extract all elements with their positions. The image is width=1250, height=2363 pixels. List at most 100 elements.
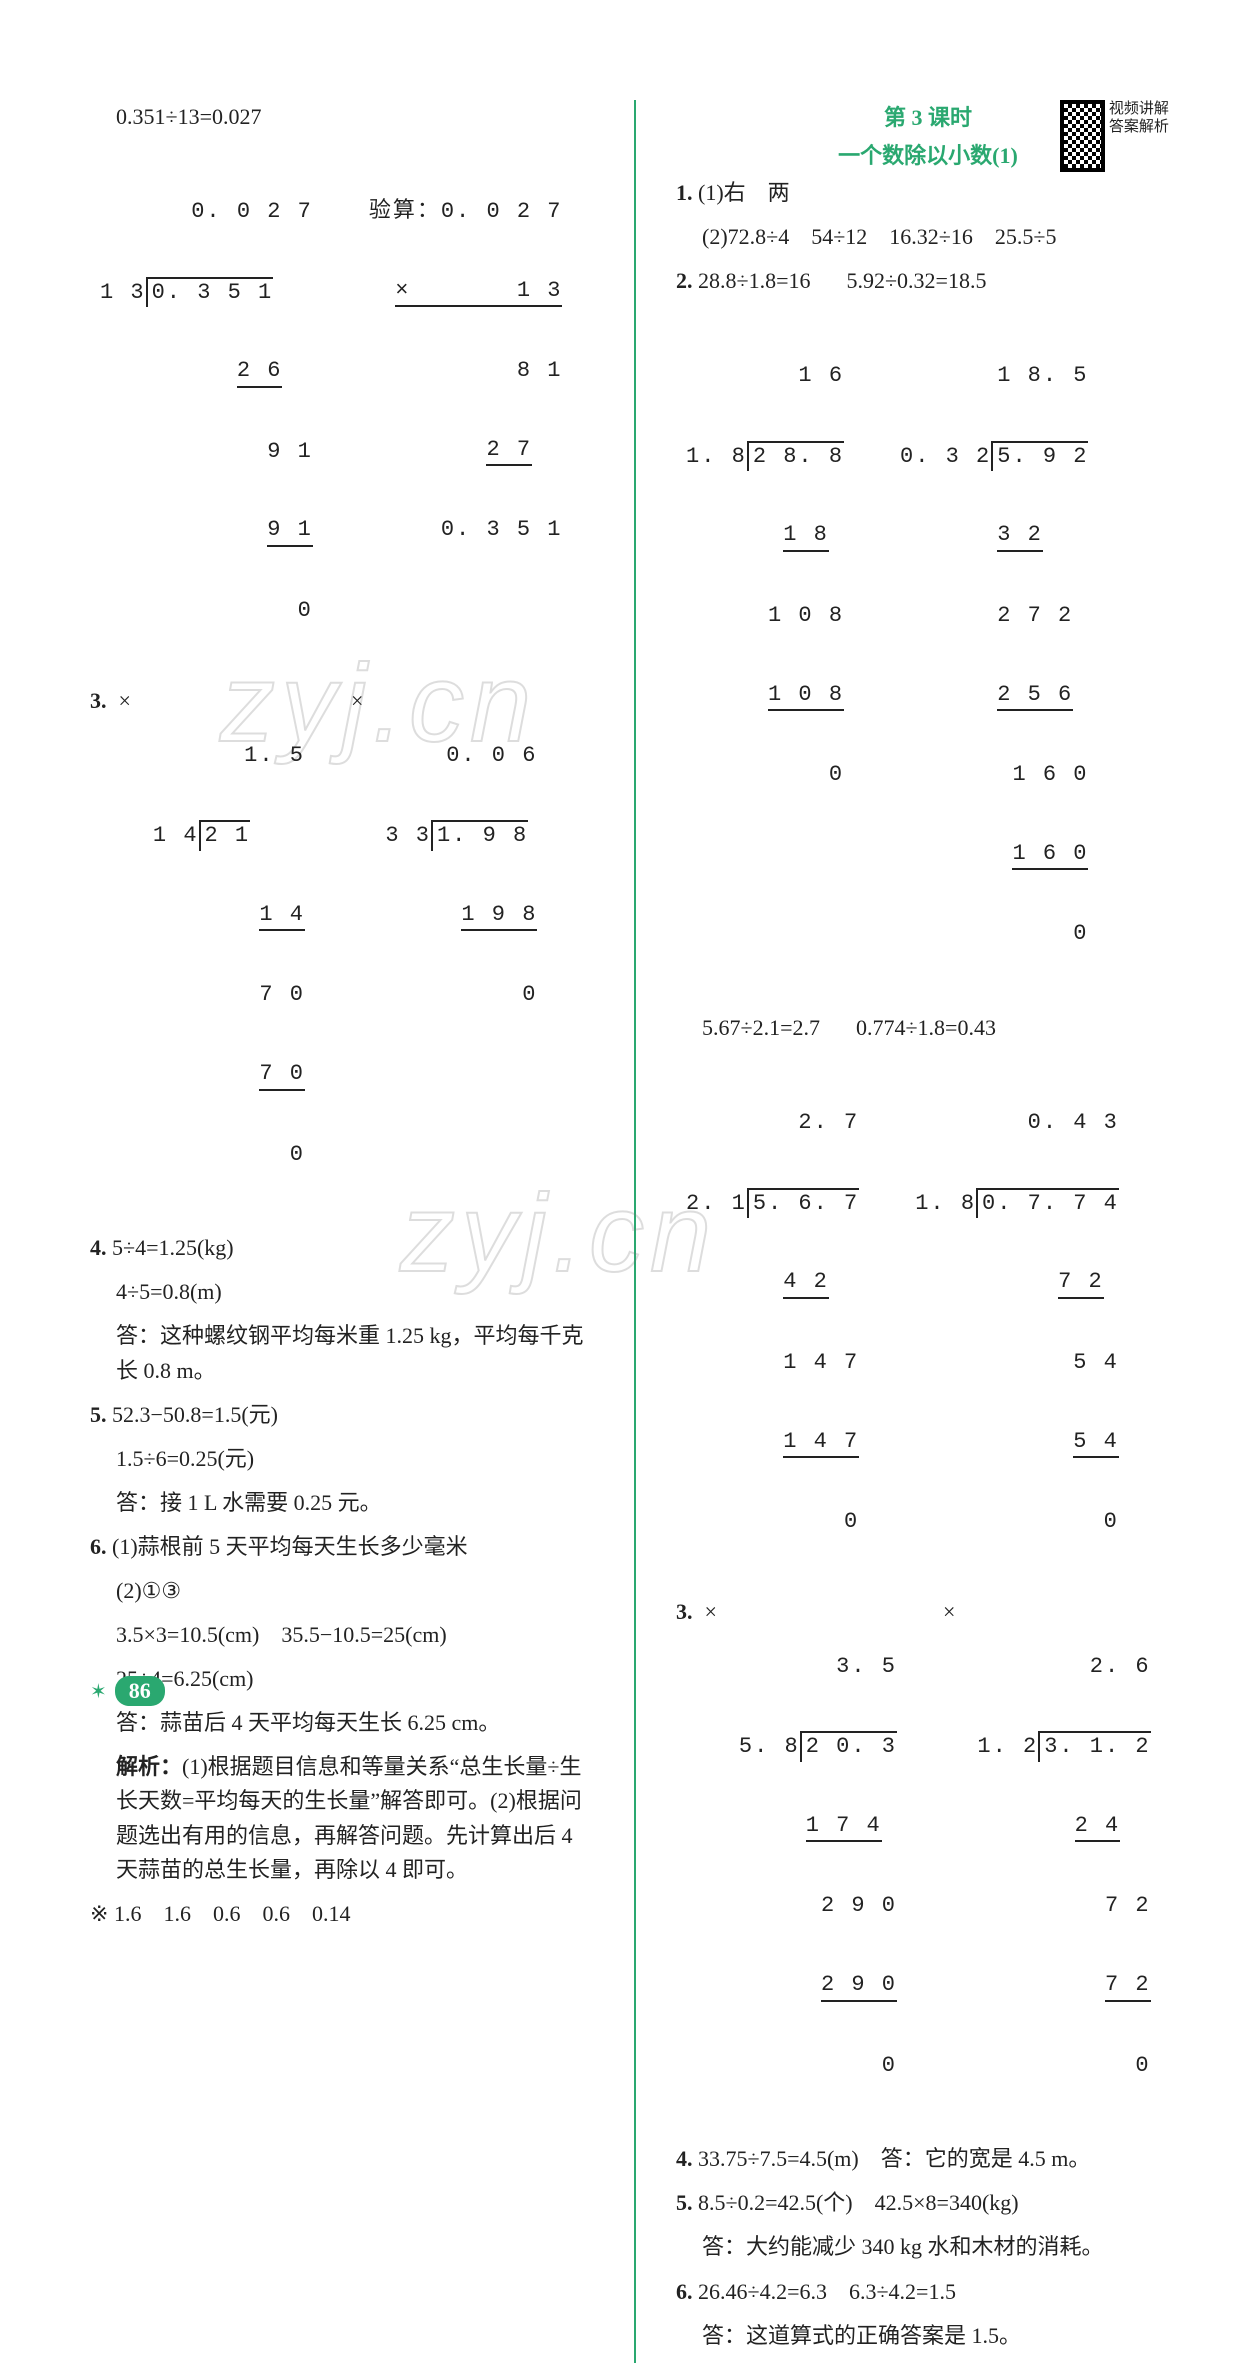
ld-step: 1 7 4 xyxy=(806,1812,882,1843)
q6-p1: (1)蒜根前 5 天平均每天生长多少毫米 xyxy=(112,1534,468,1559)
ld-divisor: 1. 8 xyxy=(686,443,747,472)
ld-quotient: 1 8. 5 xyxy=(997,362,1088,391)
ld-divisor: 1 3 xyxy=(100,279,146,308)
ld-step: 5 4 xyxy=(1073,1349,1119,1378)
star-icon: ✶ xyxy=(90,1679,107,1704)
ld-step: 1 9 8 xyxy=(461,901,537,932)
q5-label: 5. xyxy=(90,1402,107,1427)
ld-step: 0 xyxy=(829,761,844,790)
rq2-d3: 2. 7 2. 15. 6. 7 4 2 1 4 7 1 4 7 0 xyxy=(686,1059,859,1587)
ld-step: 1 0 8 xyxy=(768,602,844,631)
ld-step: 0 xyxy=(1135,2052,1150,2081)
ld-step: 0 xyxy=(522,981,537,1010)
rq1-p1: (1)右 两 xyxy=(698,180,790,205)
column-divider xyxy=(634,100,636,2363)
ld-step: 7 0 xyxy=(259,1060,305,1091)
vm-res: 0. 3 5 1 xyxy=(441,516,563,545)
ld-quotient: 1 6 xyxy=(798,362,844,391)
q6-c1: 3.5×3=10.5(cm) 35.5−10.5=25(cm) xyxy=(90,1618,594,1652)
ld-step: 1 4 7 xyxy=(783,1428,859,1459)
ld-divisor: 1 4 xyxy=(153,822,199,851)
exp-text: (1)根据题目信息和等量关系“总生长量÷生长天数=平均每天的生长量”解答即可。(… xyxy=(116,1754,582,1881)
star-label: ※ xyxy=(90,1901,108,1926)
vm-a: 0. 0 2 7 xyxy=(441,198,563,227)
rq1-label: 1. xyxy=(676,180,693,205)
vm-b: 1 3 xyxy=(517,278,563,303)
ld-quotient: 2. 7 xyxy=(798,1109,859,1138)
q5-ans: 答：接 1 L 水需要 0.25 元。 xyxy=(90,1486,594,1520)
rq4-label: 4. xyxy=(676,2146,693,2171)
ld-divisor: 1. 8 xyxy=(915,1190,976,1219)
ld-step: 9 1 xyxy=(267,438,313,467)
rq2-d1: 1 6 1. 82 8. 8 1 8 1 0 8 1 0 8 0 xyxy=(686,312,844,999)
rq5-label: 5. xyxy=(676,2190,693,2215)
rq4-t: 33.75÷7.5=4.5(m) 答：它的宽是 4.5 m。 xyxy=(698,2146,1090,2171)
exp-label: 解析： xyxy=(116,1754,182,1779)
ld-quotient: 0. 0 2 7 xyxy=(191,198,313,227)
rq2-eq: 2. 28.8÷1.8=16 5.92÷0.32=18.5 xyxy=(676,264,1180,298)
ld-step: 3 2 xyxy=(997,521,1043,552)
ld-divisor: 1. 2 xyxy=(977,1733,1038,1762)
rq5: 5. 8.5÷0.2=42.5(个) 42.5×8=340(kg) xyxy=(676,2186,1180,2220)
q3-div1: 1. 5 1 42 1 1 4 7 0 7 0 0 xyxy=(153,692,305,1220)
rq1-p2: (2)72.8÷4 54÷12 16.32÷16 25.5÷5 xyxy=(676,220,1180,254)
rq3-d1: 3. 5 5. 82 0. 3 1 7 4 2 9 0 2 9 0 0 xyxy=(739,1603,897,2131)
ld-dividend: 2 0. 3 xyxy=(800,1731,897,1762)
ld-step: 1 6 0 xyxy=(1012,761,1088,790)
rq2-e1: 28.8÷1.8=16 xyxy=(698,268,810,293)
q4-label: 4. xyxy=(90,1235,107,1260)
ld-step: 7 0 xyxy=(259,981,305,1010)
ld-quotient: 0. 0 6 xyxy=(446,742,537,771)
q6-ans: 答：蒜苗后 4 天平均每天生长 6.25 cm。 xyxy=(90,1706,594,1740)
q4-ans: 答：这种螺纹钢平均每米重 1.25 kg，平均每千克长 0.8 m。 xyxy=(90,1319,594,1387)
ld-step: 1 0 8 xyxy=(768,681,844,712)
rq6-label: 6. xyxy=(676,2279,693,2304)
ld-dividend: 5. 6. 7 xyxy=(747,1188,859,1219)
ld-step: 0 xyxy=(290,1141,305,1170)
q5: 5. 52.3−50.8=1.5(元) xyxy=(90,1398,594,1432)
check-mul: 验算：0. 0 2 7 × 1 3 8 1 2 7 0. 3 5 1 xyxy=(369,148,563,676)
ld-quotient: 1. 5 xyxy=(244,742,305,771)
q3-mark2: × xyxy=(351,688,363,1232)
rq3-mark1: × xyxy=(705,1599,717,2143)
top-division-row: 0. 0 2 7 1 30. 3 5 1 2 6 9 1 9 1 0 验算：0.… xyxy=(90,144,594,688)
page-number: 86 xyxy=(115,1676,165,1706)
rq2-d4: 0. 4 3 1. 80. 7. 7 4 7 2 5 4 5 4 0 xyxy=(915,1059,1119,1587)
ld-divisor: 2. 1 xyxy=(686,1190,747,1219)
ld-step: 4 2 xyxy=(783,1268,829,1299)
q3-mark1: × xyxy=(119,688,131,1232)
right-column: 视频讲解 答案解析 第 3 课时 一个数除以小数(1) 1. (1)右 两 (2… xyxy=(676,100,1180,2363)
ld-step: 1 4 7 xyxy=(783,1349,859,1378)
q6-c2: 25÷4=6.25(cm) xyxy=(90,1662,594,1696)
q4-l1: 5÷4=1.25(kg) xyxy=(112,1235,234,1260)
rq4: 4. 33.75÷7.5=4.5(m) 答：它的宽是 4.5 m。 xyxy=(676,2142,1180,2176)
ld-dividend: 0. 7. 7 4 xyxy=(976,1188,1119,1219)
ld-dividend: 0. 3 5 1 xyxy=(146,277,274,308)
ld-divisor: 5. 8 xyxy=(739,1733,800,1762)
qr-text: 视频讲解 答案解析 xyxy=(1109,100,1180,200)
rq2-e2: 5.92÷0.32=18.5 xyxy=(846,264,986,298)
q4: 4. 5÷4=1.25(kg) xyxy=(90,1231,594,1265)
check-label: 验算： xyxy=(369,199,441,224)
vm-p2: 2 7 xyxy=(486,436,532,467)
q6-exp: 解析：(1)根据题目信息和等量关系“总生长量÷生长天数=平均每天的生长量”解答即… xyxy=(90,1750,594,1886)
ld-step: 2 7 2 xyxy=(997,602,1073,631)
q6-p2: (2)①③ xyxy=(90,1574,594,1608)
ld-step: 2 9 0 xyxy=(821,1971,897,2002)
ld-step: 1 6 0 xyxy=(1012,840,1088,871)
ld-step: 0 xyxy=(298,597,313,626)
ld-step: 2 4 xyxy=(1075,1812,1121,1843)
rq2-d2: 1 8. 5 0. 3 25. 9 2 3 2 2 7 2 2 5 6 1 6 … xyxy=(900,312,1088,999)
ld-step: 2 6 xyxy=(237,357,283,388)
qr-block: 视频讲解 答案解析 xyxy=(1060,100,1180,200)
ld-quotient: 3. 5 xyxy=(836,1653,897,1682)
q3-row: 3. × 1. 5 1 42 1 1 4 7 0 7 0 0 × 0. 0 6 … xyxy=(90,688,594,1232)
ld-step: 7 2 xyxy=(1058,1268,1104,1299)
rq6-ans: 答：这道算式的正确答案是 1.5。 xyxy=(676,2319,1180,2353)
rq6-l1: 26.46÷4.2=6.3 6.3÷4.2=1.5 xyxy=(698,2279,956,2304)
ld-step: 0 xyxy=(882,2052,897,2081)
ld-dividend: 2 1 xyxy=(199,820,251,851)
ld-divisor: 0. 3 2 xyxy=(900,443,991,472)
q3-div2: 0. 0 6 3 31. 9 8 1 9 8 0 xyxy=(385,692,537,1220)
ld-step: 5 4 xyxy=(1073,1428,1119,1459)
